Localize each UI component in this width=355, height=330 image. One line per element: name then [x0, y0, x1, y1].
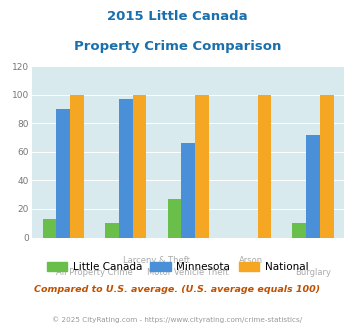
Text: Compared to U.S. average. (U.S. average equals 100): Compared to U.S. average. (U.S. average …	[34, 285, 321, 294]
Legend: Little Canada, Minnesota, National: Little Canada, Minnesota, National	[43, 258, 312, 276]
Bar	[56, 109, 70, 238]
Text: © 2025 CityRating.com - https://www.cityrating.com/crime-statistics/: © 2025 CityRating.com - https://www.city…	[53, 316, 302, 323]
Text: Motor Vehicle Theft: Motor Vehicle Theft	[147, 268, 229, 277]
Bar	[119, 99, 132, 238]
Bar	[257, 95, 271, 238]
Bar	[70, 95, 84, 238]
Bar	[43, 219, 56, 238]
Text: Property Crime Comparison: Property Crime Comparison	[74, 40, 281, 52]
Text: Larceny & Theft: Larceny & Theft	[124, 256, 190, 265]
Bar	[105, 223, 119, 238]
Bar	[132, 95, 146, 238]
Bar	[181, 143, 195, 238]
Bar	[306, 135, 320, 238]
Text: 2015 Little Canada: 2015 Little Canada	[107, 10, 248, 23]
Bar	[293, 223, 306, 238]
Bar	[195, 95, 209, 238]
Text: Arson: Arson	[239, 256, 263, 265]
Text: Burglary: Burglary	[295, 268, 331, 277]
Text: All Property Crime: All Property Crime	[56, 268, 133, 277]
Bar	[168, 199, 181, 238]
Bar	[320, 95, 334, 238]
